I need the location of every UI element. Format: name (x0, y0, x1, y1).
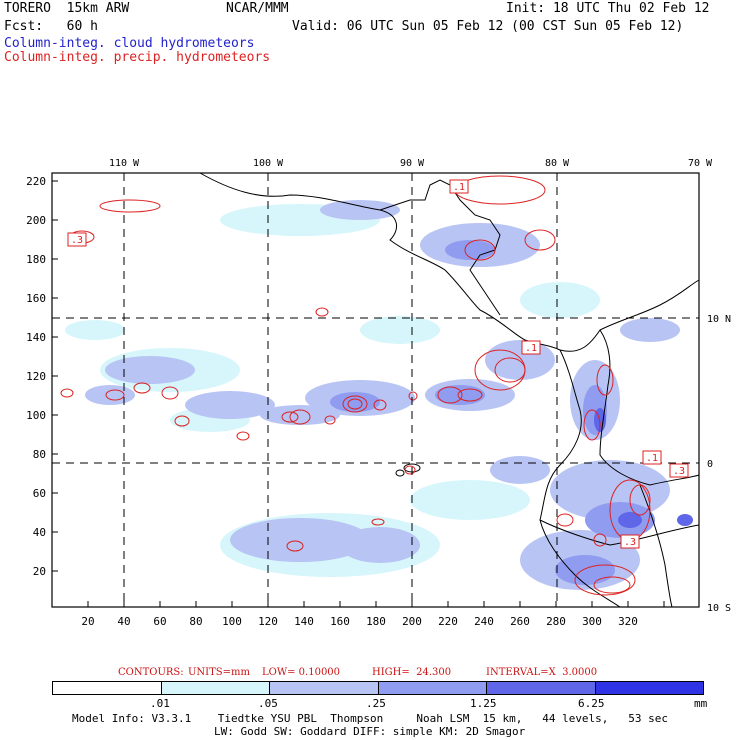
cloud-legend: Column-integ. cloud hydrometeors (4, 36, 255, 51)
physics-info: LW: Godd SW: Goddard DIFF: simple KM: 2D… (214, 725, 526, 738)
lon-label: 90 W (400, 158, 425, 169)
contour-label: .3 (624, 537, 636, 548)
forecast-hour: Fcst: 60 h (4, 19, 98, 34)
contour-interval: INTERVAL=X 3.0000 (486, 667, 598, 678)
y-tick-label: 220 (26, 175, 46, 188)
contour-label-boxes (67, 179, 689, 549)
model-title: TORERO 15km ARW (4, 1, 130, 16)
x-tick-label: 120 (258, 615, 278, 628)
x-tick-label: 100 (222, 615, 242, 628)
y-tick-label: 160 (26, 292, 46, 305)
contour-high: HIGH= 24.300 (372, 667, 452, 678)
y-tick-label: 120 (26, 370, 46, 383)
x-tick-label: 40 (117, 615, 130, 628)
contour-prefix: CONTOURS: (118, 667, 184, 678)
colorbar-segment (377, 682, 486, 694)
colorbar-segment (594, 682, 703, 694)
colorbar-segment (486, 682, 595, 694)
x-tick-label: 180 (366, 615, 386, 628)
colorbar (52, 681, 704, 695)
forecast-map: .1 .3 .1 .1 .3 .3 110 W 100 W 90 W 80 W … (26, 158, 731, 628)
y-tick-label: 40 (33, 526, 46, 539)
y-tick-label: 20 (33, 565, 46, 578)
colorbar-label: .25 (366, 697, 386, 710)
lat-lon-grid (52, 173, 699, 607)
precip-contours (60, 175, 651, 596)
y-tick-label: 80 (33, 448, 46, 461)
lat-label: 10 S (707, 603, 731, 614)
colorbar-label: 1.25 (470, 697, 497, 710)
x-tick-label: 240 (474, 615, 494, 628)
y-tick-label: 180 (26, 253, 46, 266)
contour-label: .3 (673, 466, 685, 477)
x-tick-label: 140 (294, 615, 314, 628)
contour-label: .1 (453, 182, 465, 193)
contour-label: .1 (646, 453, 658, 464)
x-tick-label: 200 (402, 615, 422, 628)
organization-label: NCAR/MMM (226, 1, 289, 16)
x-tick-label: 300 (582, 615, 602, 628)
y-tick-label: 100 (26, 409, 46, 422)
x-tick-label: 280 (546, 615, 566, 628)
y-tick-label: 200 (26, 214, 46, 227)
contour-low: LOW= 0.10000 (262, 667, 341, 678)
y-tick-label: 60 (33, 487, 46, 500)
y-tick-label: 140 (26, 331, 46, 344)
lon-label: 100 W (253, 158, 284, 169)
model-info: Model Info: V3.3.1 Tiedtke YSU PBL Thomp… (72, 712, 669, 725)
x-tick-label: 60 (153, 615, 166, 628)
lat-label: 0 (707, 459, 713, 470)
colorbar-segment (160, 682, 269, 694)
x-tick-label: 320 (618, 615, 638, 628)
x-tick-label: 80 (189, 615, 202, 628)
lat-label: 10 N (707, 314, 731, 325)
cloud-shading-dark (330, 240, 655, 585)
x-tick-label: 20 (81, 615, 94, 628)
x-tick-label: 260 (510, 615, 530, 628)
colorbar-label: .05 (258, 697, 278, 710)
lon-label: 110 W (109, 158, 140, 169)
lon-label: 70 W (688, 158, 713, 169)
init-time: Init: 18 UTC Thu 02 Feb 12 (506, 1, 710, 16)
colorbar-unit: mm (694, 697, 708, 710)
x-tick-label: 160 (330, 615, 350, 628)
precip-legend: Column-integ. precip. hydrometeors (4, 50, 271, 65)
colorbar-label: 6.25 (578, 697, 605, 710)
contour-label: .1 (525, 343, 537, 354)
colorbar-segment (53, 682, 161, 694)
colorbar-segment (269, 682, 378, 694)
contour-units: UNITS=mm (188, 667, 250, 678)
x-tick-label: 220 (438, 615, 458, 628)
valid-time: Valid: 06 UTC Sun 05 Feb 12 (00 CST Sun … (292, 19, 684, 34)
coastlines (199, 172, 700, 608)
contour-label: .3 (71, 235, 83, 246)
colorbar-label: .01 (150, 697, 170, 710)
lon-label: 80 W (545, 158, 570, 169)
